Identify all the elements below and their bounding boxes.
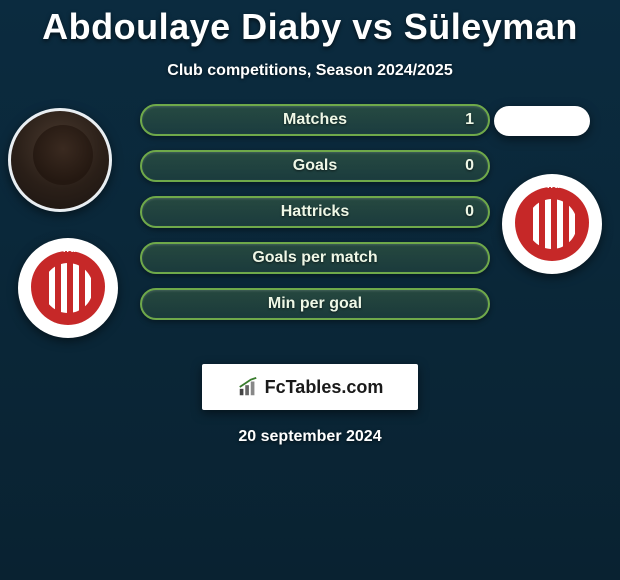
stat-label: Hattricks xyxy=(281,203,349,221)
subtitle: Club competitions, Season 2024/2025 xyxy=(0,62,620,80)
stat-right-value: 1 xyxy=(465,111,474,129)
stat-row-min-per-goal: Min per goal xyxy=(140,288,490,320)
date-text: 20 september 2024 xyxy=(0,428,620,446)
stat-right-value: 0 xyxy=(465,203,474,221)
club-badge-left: Pendik xyxy=(18,238,118,338)
club-badge-right-label: Pendik xyxy=(502,180,602,191)
bar-chart-icon xyxy=(237,376,259,398)
club-badge-left-label: Pendik xyxy=(18,244,118,255)
stat-row-goals: Goals 0 xyxy=(140,150,490,182)
stat-row-matches: Matches 1 xyxy=(140,104,490,136)
stat-row-goals-per-match: Goals per match xyxy=(140,242,490,274)
stat-right-value: 0 xyxy=(465,157,474,175)
stat-label: Min per goal xyxy=(268,295,362,313)
brand-box: FcTables.com xyxy=(202,364,418,410)
brand-text: FcTables.com xyxy=(265,377,384,398)
stat-label: Goals per match xyxy=(252,249,377,267)
stat-label: Matches xyxy=(283,111,347,129)
comparison-stage: Pendik Pendik Matches 1 Goals 0 Hattrick… xyxy=(0,98,620,348)
club-badge-right: Pendik xyxy=(502,174,602,274)
page-title: Abdoulaye Diaby vs Süleyman xyxy=(0,0,620,48)
stat-label: Goals xyxy=(293,157,337,175)
stat-row-hattricks: Hattricks 0 xyxy=(140,196,490,228)
player-left-avatar xyxy=(8,108,112,212)
player-right-placeholder xyxy=(494,106,590,136)
